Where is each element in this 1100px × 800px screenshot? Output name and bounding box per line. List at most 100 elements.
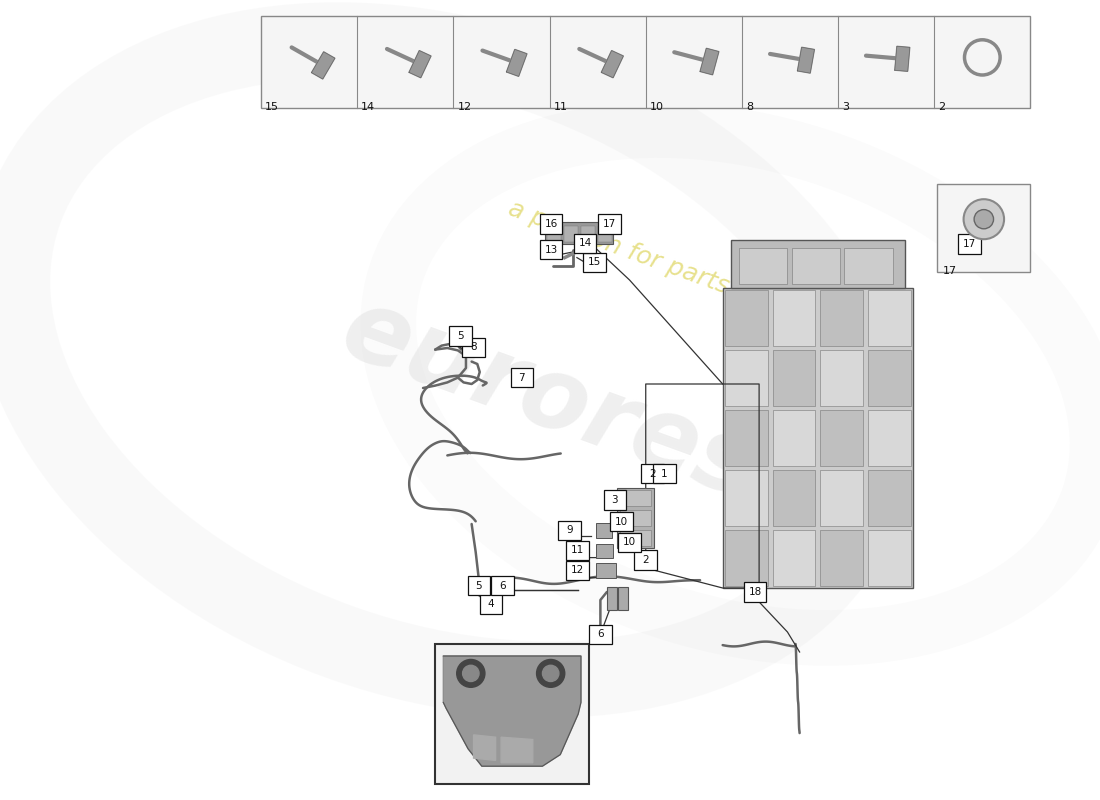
- Bar: [821, 470, 864, 526]
- Text: 1: 1: [661, 469, 668, 478]
- Bar: [844, 248, 893, 284]
- Bar: [564, 226, 578, 242]
- FancyBboxPatch shape: [574, 234, 596, 253]
- Text: 5: 5: [456, 331, 463, 341]
- FancyBboxPatch shape: [540, 214, 562, 234]
- Bar: [595, 563, 616, 578]
- Bar: [544, 222, 614, 244]
- Bar: [595, 544, 614, 558]
- Text: 17: 17: [962, 239, 977, 249]
- Bar: [595, 523, 612, 538]
- FancyBboxPatch shape: [744, 582, 767, 602]
- Text: 2: 2: [938, 102, 945, 111]
- FancyBboxPatch shape: [618, 533, 641, 552]
- Bar: [868, 350, 911, 406]
- FancyBboxPatch shape: [598, 214, 620, 234]
- Polygon shape: [798, 47, 814, 73]
- Bar: [581, 226, 595, 242]
- Polygon shape: [311, 52, 334, 79]
- Bar: [607, 587, 617, 610]
- Bar: [617, 488, 653, 548]
- Text: 13: 13: [544, 245, 558, 254]
- Bar: [821, 290, 864, 346]
- Bar: [772, 470, 815, 526]
- Bar: [725, 530, 768, 586]
- Text: 6: 6: [499, 581, 506, 590]
- Polygon shape: [506, 50, 527, 76]
- Polygon shape: [602, 50, 624, 78]
- Bar: [619, 490, 651, 506]
- FancyBboxPatch shape: [491, 576, 514, 595]
- Text: 3: 3: [843, 102, 849, 111]
- Circle shape: [975, 210, 993, 229]
- Text: 2: 2: [642, 555, 649, 565]
- Text: 12: 12: [458, 102, 472, 111]
- Polygon shape: [894, 46, 910, 71]
- FancyBboxPatch shape: [480, 594, 503, 614]
- Bar: [598, 226, 612, 242]
- Circle shape: [456, 659, 485, 687]
- Bar: [868, 530, 911, 586]
- FancyBboxPatch shape: [610, 512, 632, 531]
- FancyBboxPatch shape: [653, 464, 675, 483]
- Bar: [261, 16, 1031, 108]
- Text: 8: 8: [470, 342, 476, 352]
- Bar: [725, 290, 768, 346]
- Polygon shape: [409, 50, 431, 78]
- Polygon shape: [474, 735, 496, 760]
- Circle shape: [463, 666, 478, 682]
- Bar: [868, 290, 911, 346]
- Text: 8: 8: [746, 102, 754, 111]
- FancyBboxPatch shape: [449, 326, 472, 346]
- Text: 16: 16: [544, 219, 558, 229]
- FancyBboxPatch shape: [468, 576, 491, 595]
- Circle shape: [964, 199, 1004, 239]
- FancyBboxPatch shape: [566, 561, 590, 580]
- Text: 6: 6: [597, 630, 604, 639]
- Bar: [792, 248, 840, 284]
- Text: 15: 15: [265, 102, 279, 111]
- FancyBboxPatch shape: [590, 625, 612, 644]
- Text: 17: 17: [603, 219, 616, 229]
- Text: 10: 10: [623, 538, 636, 547]
- Bar: [772, 530, 815, 586]
- Bar: [739, 248, 788, 284]
- Text: 4: 4: [487, 599, 494, 609]
- FancyBboxPatch shape: [510, 368, 534, 387]
- FancyBboxPatch shape: [641, 464, 663, 483]
- Text: 18: 18: [748, 587, 761, 597]
- Polygon shape: [700, 48, 719, 74]
- Text: 7: 7: [518, 373, 525, 382]
- Text: 14: 14: [579, 238, 592, 248]
- Text: 15: 15: [588, 258, 602, 267]
- Text: 10: 10: [615, 517, 628, 526]
- FancyBboxPatch shape: [958, 234, 981, 254]
- FancyBboxPatch shape: [540, 240, 562, 259]
- Text: 17: 17: [943, 266, 957, 275]
- Bar: [730, 240, 905, 288]
- Bar: [821, 530, 864, 586]
- Text: 11: 11: [571, 546, 584, 555]
- Bar: [436, 644, 590, 784]
- Bar: [868, 410, 911, 466]
- Text: 11: 11: [553, 102, 568, 111]
- FancyBboxPatch shape: [604, 490, 626, 510]
- Bar: [547, 226, 561, 242]
- Bar: [821, 350, 864, 406]
- Bar: [618, 587, 628, 610]
- Text: 2: 2: [649, 469, 656, 478]
- FancyBboxPatch shape: [583, 253, 606, 272]
- Bar: [619, 530, 651, 546]
- Bar: [868, 470, 911, 526]
- Polygon shape: [443, 656, 581, 766]
- Text: a passion for parts since 1985: a passion for parts since 1985: [505, 196, 868, 348]
- Bar: [772, 350, 815, 406]
- Text: 9: 9: [566, 526, 573, 535]
- Bar: [723, 288, 913, 588]
- Bar: [725, 470, 768, 526]
- FancyBboxPatch shape: [559, 521, 581, 540]
- Polygon shape: [502, 738, 532, 762]
- Text: 10: 10: [650, 102, 663, 111]
- Bar: [772, 410, 815, 466]
- Text: 14: 14: [361, 102, 375, 111]
